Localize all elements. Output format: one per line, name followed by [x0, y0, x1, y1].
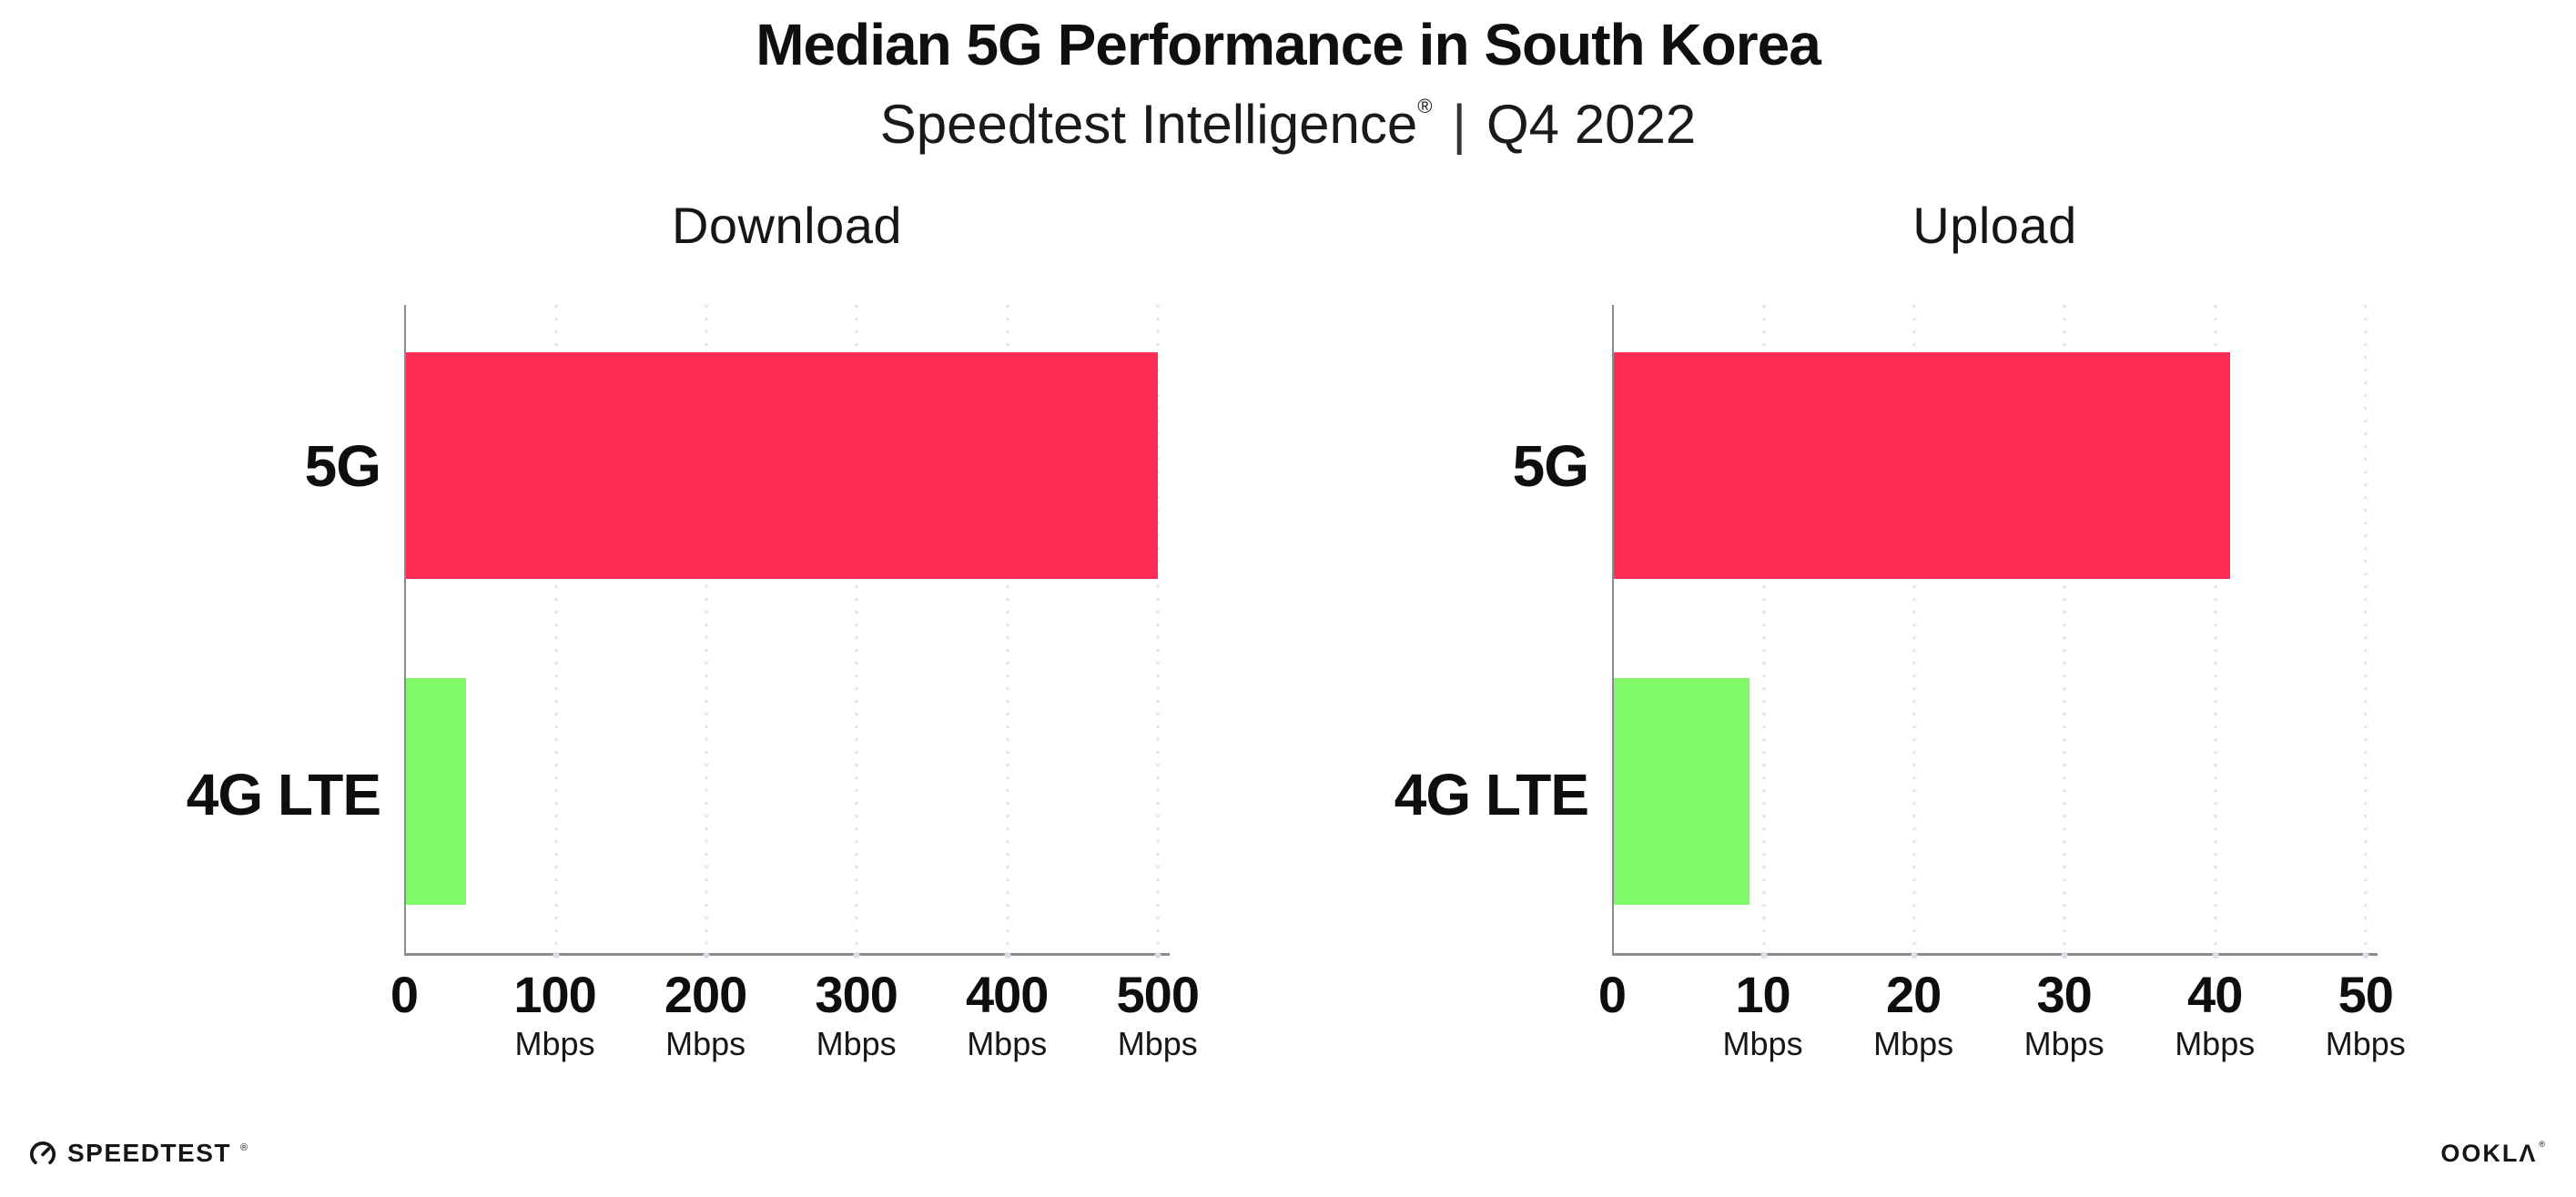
y-label-4g-lte: 4G LTE: [1394, 762, 1589, 828]
x-tick-500: 500 Mbps: [1116, 966, 1200, 1062]
page-title: Median 5G Performance in South Korea: [756, 12, 1821, 77]
bar-5g: [406, 351, 1158, 580]
upload-chart: Upload 0 10 Mbps 20 Mbps 30 Mbps 40 Mbps 50 Mbps 5…: [1394, 197, 2406, 1060]
x-tick-unit: Mbps: [2325, 1024, 2406, 1062]
gridline-300: [853, 305, 860, 959]
x-tick-200: 200 Mbps: [664, 966, 747, 1062]
x-tick-value: 20: [1885, 966, 1942, 1023]
x-tick-unit: Mbps: [1873, 1024, 1954, 1062]
x-tick-unit: Mbps: [1117, 1024, 1198, 1062]
plot-area: [1612, 305, 2378, 959]
chart-title: Download: [671, 197, 903, 254]
x-tick-value: 0: [390, 966, 419, 1023]
x-tick-value: 300: [815, 966, 898, 1023]
x-tick-value: 100: [513, 966, 596, 1023]
x-tick-400: 400 Mbps: [965, 966, 1049, 1062]
x-tick-0: 0: [390, 966, 419, 1023]
x-tick-unit: Mbps: [514, 1024, 595, 1062]
x-tick-0: 0: [1597, 966, 1627, 1023]
gridline-500: [1154, 305, 1161, 959]
gridline-20: [1911, 305, 1918, 959]
x-tick-100: 100 Mbps: [513, 966, 596, 1062]
x-tick-value: 30: [2036, 966, 2092, 1023]
gridline-40: [2212, 305, 2219, 959]
gridline-200: [703, 305, 710, 959]
gridline-30: [2061, 305, 2068, 959]
x-tick-unit: Mbps: [2175, 1024, 2256, 1062]
x-tick-50: 50 Mbps: [2325, 966, 2406, 1062]
x-tick-value: 200: [664, 966, 747, 1023]
y-label-5g: 5G: [1512, 433, 1589, 500]
x-tick-unit: Mbps: [1722, 1024, 1803, 1062]
y-label-5g: 5G: [304, 433, 381, 500]
x-tick-value: 0: [1597, 966, 1627, 1023]
gridline-400: [1004, 305, 1011, 959]
x-tick-40: 40 Mbps: [2175, 966, 2256, 1062]
x-tick-unit: Mbps: [816, 1024, 897, 1062]
gridline-50: [2362, 305, 2369, 959]
bar-4g-lte: [1614, 678, 1749, 906]
bar-5g: [1614, 351, 2231, 580]
x-tick-unit: Mbps: [967, 1024, 1048, 1062]
registered-mark: ®: [1417, 95, 1433, 117]
x-tick-20: 20 Mbps: [1873, 966, 1954, 1062]
x-tick-value: 400: [965, 966, 1049, 1023]
x-axis: 0 100 Mbps 200 Mbps 300 Mbps 400 Mbps 500 Mbps: [390, 966, 1200, 1096]
download-chart: Download 0 100 Mbps 200 Mbps 300 Mbps 400 Mbps 50…: [187, 197, 1200, 1060]
x-axis: 0 10 Mbps 20 Mbps 30 Mbps 40 Mbps 50 Mbps: [1598, 966, 2406, 1096]
bar-4g-lte: [406, 678, 467, 906]
subtitle-separator: |: [1452, 94, 1467, 155]
y-label-4g-lte: 4G LTE: [186, 762, 381, 828]
x-tick-value: 40: [2187, 966, 2243, 1023]
plot-area: [404, 305, 1170, 959]
speedtest-logo-text: SPEEDTEST: [67, 1139, 231, 1167]
x-tick-300: 300 Mbps: [815, 966, 898, 1062]
ookla-logo-text: OOKLΛ: [2440, 1140, 2538, 1167]
x-tick-10: 10 Mbps: [1722, 966, 1803, 1062]
subtitle-brand: Speedtest Intelligence: [879, 94, 1418, 155]
x-tick-value: 50: [2338, 966, 2394, 1023]
x-tick-30: 30 Mbps: [2023, 966, 2104, 1062]
speedtest-gauge-icon: [27, 1138, 58, 1169]
page-subtitle: Speedtest Intelligence® | Q4 2022: [0, 93, 2576, 156]
x-tick-unit: Mbps: [2023, 1024, 2104, 1062]
speedtest-logo: SPEEDTEST ®: [27, 1138, 248, 1169]
x-tick-value: 500: [1116, 966, 1200, 1023]
x-tick-value: 10: [1735, 966, 1790, 1023]
ookla-registered-mark: ®: [2539, 1140, 2545, 1149]
gridline-100: [553, 305, 560, 959]
speedtest-registered-mark: ®: [239, 1142, 248, 1153]
x-tick-unit: Mbps: [665, 1024, 746, 1062]
ookla-logo: OOKLΛ ®: [2440, 1140, 2545, 1167]
chart-title: Upload: [1912, 197, 2077, 254]
subtitle-period: Q4 2022: [1486, 94, 1697, 155]
gridline-10: [1760, 305, 1768, 959]
